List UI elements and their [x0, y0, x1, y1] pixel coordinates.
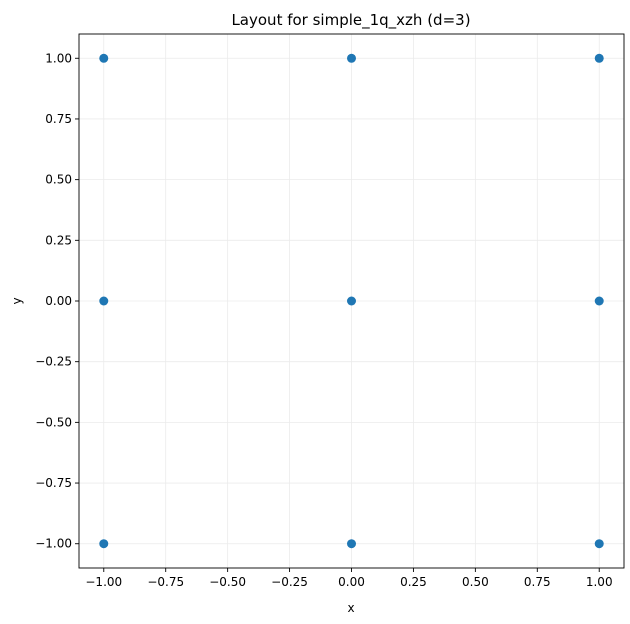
x-tick-label: −0.50	[209, 575, 246, 589]
y-axis-label: y	[10, 297, 24, 304]
data-point	[347, 53, 356, 63]
data-point	[594, 296, 604, 306]
y-tick-label: −0.50	[35, 415, 72, 429]
data-point	[99, 53, 109, 63]
x-tick-label: 0.00	[338, 575, 365, 589]
y-tick-label: 0.00	[45, 294, 72, 308]
data-point	[347, 539, 356, 549]
x-tick-label: −1.00	[85, 575, 122, 589]
x-tick-label: −0.75	[147, 575, 184, 589]
y-tick-label: 0.50	[45, 173, 72, 187]
chart-title: Layout for simple_1q_xzh (d=3)	[231, 11, 470, 30]
data-point	[594, 539, 604, 549]
y-tick-label: −1.00	[35, 537, 72, 551]
x-tick-label: 1.00	[586, 575, 613, 589]
data-point	[99, 539, 109, 549]
data-point	[594, 53, 604, 63]
data-point	[347, 296, 356, 306]
data-point	[99, 296, 109, 306]
y-axis: −1.00 −0.75 −0.50 −0.25 0.00 0.25 0.50 0.75 1.00	[35, 51, 79, 551]
x-axis-label: x	[347, 601, 354, 615]
data-points	[99, 53, 604, 549]
y-tick-label: 1.00	[45, 51, 72, 65]
x-tick-label: 0.75	[524, 575, 551, 589]
x-tick-label: 0.25	[400, 575, 427, 589]
x-tick-label: −0.25	[271, 575, 308, 589]
y-tick-label: −0.25	[35, 355, 72, 369]
y-tick-label: 0.75	[45, 112, 72, 126]
y-tick-label: 0.25	[45, 233, 72, 247]
y-tick-label: −0.75	[35, 476, 72, 490]
x-axis: −1.00 −0.75 −0.50 −0.25 0.00 0.25 0.50 0.75 1.00	[85, 568, 613, 589]
x-tick-label: 0.50	[462, 575, 489, 589]
